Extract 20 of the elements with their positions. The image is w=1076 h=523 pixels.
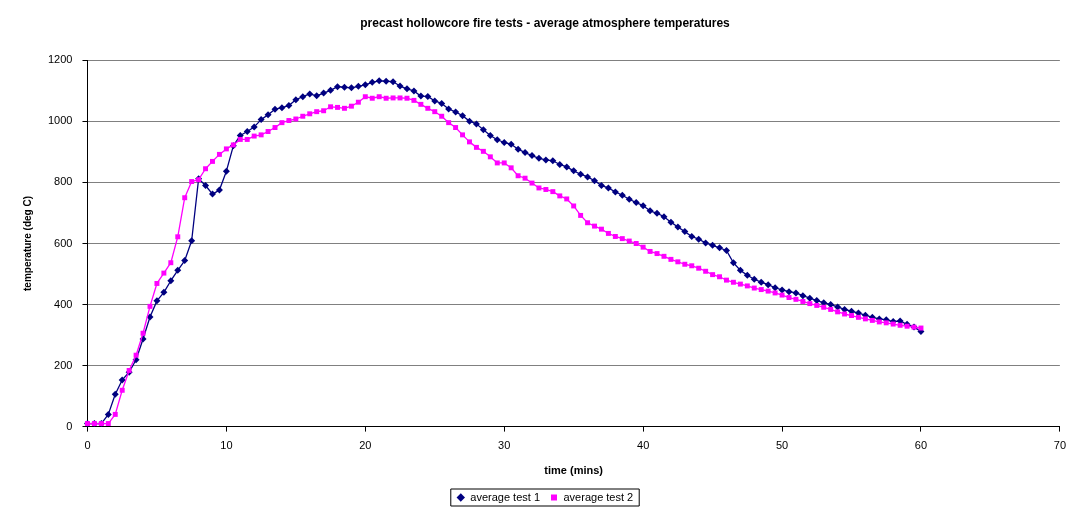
x-tick-label: 20	[359, 439, 372, 452]
x-tick-label: 30	[498, 439, 511, 452]
x-tick-label: 50	[775, 439, 789, 452]
y-tick-label: 200	[54, 358, 73, 371]
x-tick-label: 0	[84, 439, 91, 452]
y-tick-label: 1200	[47, 53, 73, 66]
y-tick-label: 1000	[47, 114, 73, 127]
x-tick-label: 10	[220, 439, 233, 452]
y-tick-label: 400	[54, 297, 73, 310]
chart-title: precast hollowcore fire tests - average atmosphere temperatures	[360, 15, 731, 30]
y-axis-title: temperature (deg C)	[21, 195, 33, 292]
legend-label: average test 1	[470, 490, 541, 503]
legend-label: average test 2	[563, 490, 634, 503]
y-tick-label: 800	[54, 175, 73, 188]
y-tick-label: 0	[66, 419, 73, 432]
x-tick-label: 60	[914, 439, 928, 452]
x-axis-title: time (mins)	[544, 464, 604, 477]
x-tick-label: 40	[637, 439, 650, 452]
x-tick-label: 70	[1053, 439, 1067, 452]
y-tick-label: 600	[54, 236, 73, 249]
